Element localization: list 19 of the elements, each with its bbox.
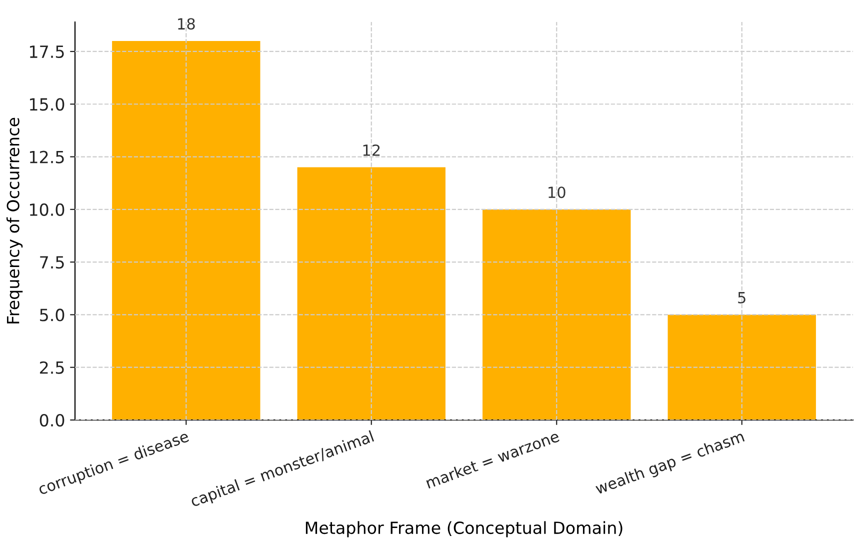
data-label: 5: [738, 292, 746, 304]
y-tick-label: 10.0: [30, 203, 64, 216]
data-label: 10: [548, 186, 566, 198]
bar: [112, 40, 260, 420]
y-tick-label: 7.5: [40, 256, 64, 269]
data-label: 12: [363, 144, 380, 156]
y-tick-label: 2.5: [40, 361, 64, 374]
y-tick-label: 17.5: [30, 46, 64, 58]
bar: [297, 167, 446, 420]
x-tick-label: wealth gap = chasm: [594, 430, 746, 498]
y-axis-title: Frequency of Occurrence: [6, 118, 23, 324]
data-label: 18: [178, 18, 195, 30]
bar: [482, 209, 631, 420]
x-axis-title: Metaphor Frame (Conceptual Domain): [306, 521, 622, 538]
y-tick-label: 15.0: [30, 98, 64, 111]
bar: [668, 314, 816, 420]
y-tick-label: 12.5: [30, 150, 64, 164]
y-tick-label: 0.0: [40, 414, 64, 427]
y-tick-label: 5.0: [40, 308, 64, 322]
